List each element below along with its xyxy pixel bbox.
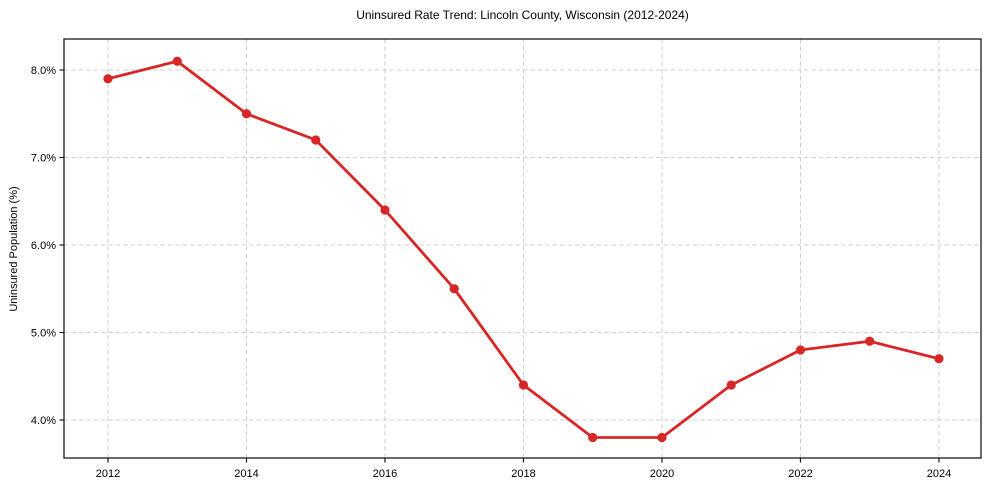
y-tick-label: 5.0% (31, 328, 56, 340)
y-tick-label: 7.0% (31, 152, 56, 164)
data-point (795, 345, 806, 355)
plot-border (63, 38, 982, 459)
x-tick-label: 2012 (96, 468, 120, 480)
x-tick-label: 2014 (234, 468, 258, 480)
x-tick-label: 2022 (788, 468, 812, 480)
data-point (449, 284, 459, 294)
data-point (726, 380, 736, 390)
y-axis-label: Uninsured Population (%) (8, 186, 20, 312)
data-point (518, 380, 529, 390)
y-tick-label: 4.0% (31, 415, 56, 427)
data-point (380, 205, 390, 215)
data-point (103, 74, 113, 84)
data-point (865, 336, 875, 346)
data-point (311, 135, 321, 145)
chart-title: Uninsured Rate Trend: Lincoln County, Wi… (356, 8, 689, 22)
x-tick-label: 2016 (373, 468, 397, 480)
x-tick-label: 2018 (511, 468, 535, 480)
data-point (934, 354, 944, 364)
data-point (241, 109, 252, 119)
data-point (172, 56, 182, 66)
data-point (588, 432, 598, 443)
data-point (657, 432, 667, 443)
x-tick-label: 2024 (927, 468, 951, 480)
y-tick-label: 8.0% (31, 65, 56, 77)
x-tick-label: 2020 (650, 468, 674, 480)
y-tick-label: 6.0% (31, 240, 56, 252)
